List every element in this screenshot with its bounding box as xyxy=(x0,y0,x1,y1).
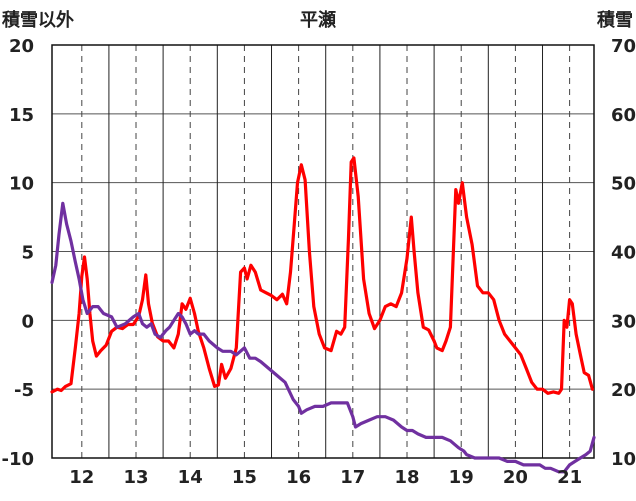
y-right-tick-label: 70 xyxy=(611,36,636,57)
y-left-tick-label: -10 xyxy=(1,449,34,470)
tick-labels: -10 -5 0 5 10 15 20 10 20 30 40 50 60 70 12 13 14 15 16 17 1… xyxy=(1,36,636,488)
y-left-tick-label: 5 xyxy=(21,243,34,264)
y-right-tick-label: 30 xyxy=(611,311,636,332)
x-tick-label: 14 xyxy=(178,467,203,488)
plot-frame xyxy=(51,44,595,459)
y-right-tick-label: 20 xyxy=(611,380,636,401)
x-tick-label: 17 xyxy=(340,467,365,488)
y-right-tick-label: 60 xyxy=(611,105,636,126)
series-line-2 xyxy=(50,201,596,474)
x-tick-label: 16 xyxy=(286,467,311,488)
left-axis-title: 積雪以外 xyxy=(1,9,74,31)
y-right-tick-label: 50 xyxy=(611,174,636,195)
x-tick-label: 21 xyxy=(557,467,582,488)
x-tick-label: 19 xyxy=(449,467,474,488)
chart-title: 平瀬 xyxy=(300,10,336,31)
x-tick-label: 18 xyxy=(394,467,419,488)
grid xyxy=(52,44,594,459)
series-line-1 xyxy=(50,156,594,395)
right-axis-title: 積雪 xyxy=(596,9,633,31)
y-left-tick-label: 20 xyxy=(9,36,34,57)
y-left-tick-label: 0 xyxy=(21,311,34,332)
x-tick-label: 13 xyxy=(123,467,148,488)
axes xyxy=(51,44,595,459)
x-tick-label: 20 xyxy=(503,467,528,488)
x-tick-label: 12 xyxy=(69,467,94,488)
x-tick-label: 15 xyxy=(232,467,257,488)
series-layer xyxy=(50,156,596,474)
y-left-tick-label: 10 xyxy=(9,174,34,195)
y-left-tick-label: 15 xyxy=(9,105,34,126)
y-left-tick-label: -5 xyxy=(14,380,34,401)
y-right-tick-label: 40 xyxy=(611,243,636,264)
y-right-tick-label: 10 xyxy=(611,449,636,470)
